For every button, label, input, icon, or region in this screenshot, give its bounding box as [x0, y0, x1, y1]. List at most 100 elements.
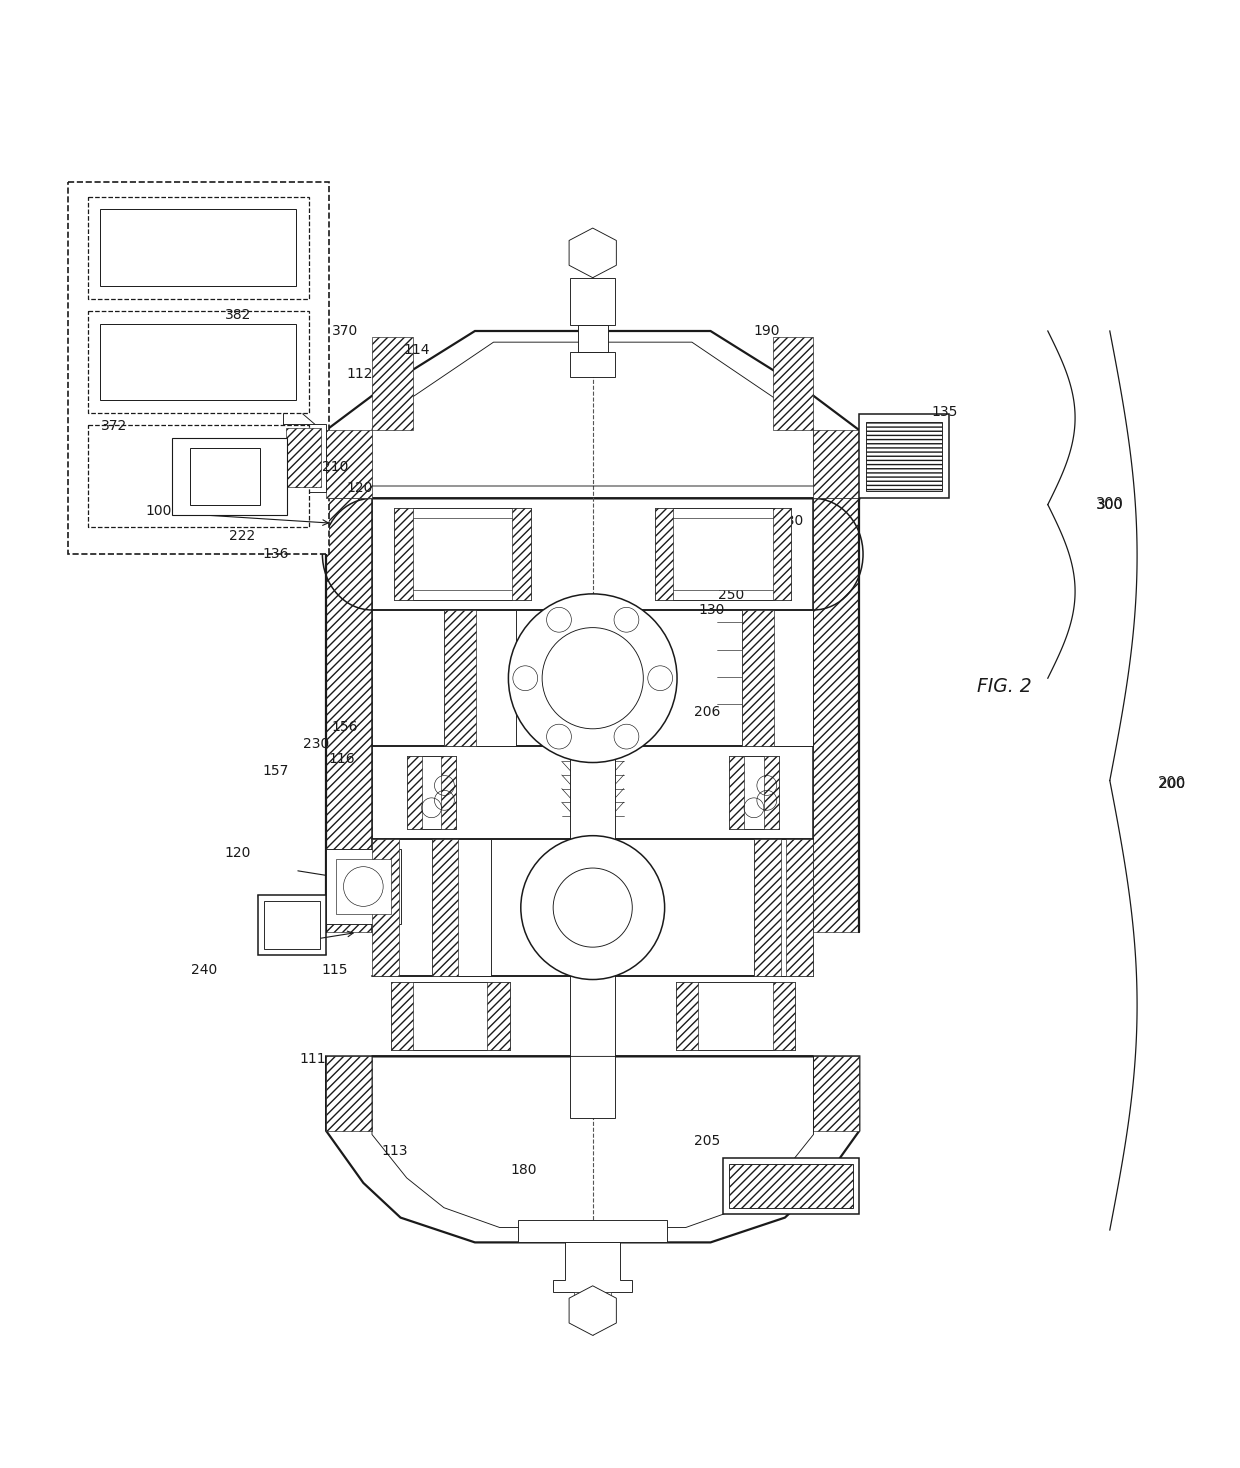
Bar — [729, 1164, 853, 1208]
Bar — [773, 508, 791, 600]
Text: 100: 100 — [145, 504, 172, 518]
Polygon shape — [553, 1242, 632, 1292]
Bar — [570, 611, 615, 1119]
Circle shape — [542, 628, 644, 728]
Text: 200: 200 — [1158, 777, 1185, 791]
Bar — [100, 323, 296, 401]
Text: 382: 382 — [224, 308, 252, 321]
Bar — [88, 426, 309, 527]
Text: 380: 380 — [182, 342, 210, 357]
Bar — [391, 982, 510, 1050]
Bar — [172, 437, 286, 514]
Text: 210: 210 — [321, 461, 348, 474]
Bar — [407, 756, 456, 829]
Text: 115: 115 — [321, 963, 348, 976]
Text: 112: 112 — [346, 367, 373, 382]
Text: 205: 205 — [693, 1133, 720, 1148]
Text: 114: 114 — [403, 342, 430, 357]
Text: 374: 374 — [294, 477, 321, 490]
Text: 305: 305 — [740, 573, 768, 586]
Bar — [283, 424, 326, 492]
Bar — [68, 182, 329, 555]
Bar — [264, 901, 320, 948]
Text: 372: 372 — [100, 420, 128, 433]
Text: 250: 250 — [718, 589, 745, 602]
Polygon shape — [569, 228, 616, 277]
Bar — [813, 430, 859, 499]
Bar — [441, 756, 456, 829]
Text: 157: 157 — [262, 765, 289, 778]
Bar — [258, 895, 326, 954]
Bar — [391, 982, 413, 1050]
Bar — [286, 427, 321, 487]
Text: 120: 120 — [346, 482, 373, 496]
Bar — [859, 414, 949, 499]
Text: 113: 113 — [381, 1144, 408, 1158]
Bar — [754, 840, 781, 976]
Circle shape — [508, 595, 677, 762]
Text: 190: 190 — [753, 324, 780, 338]
Bar — [444, 611, 516, 746]
Bar — [326, 499, 372, 932]
Bar — [866, 421, 942, 490]
Bar — [570, 352, 615, 377]
Bar — [813, 1057, 859, 1130]
Text: 116: 116 — [329, 752, 356, 766]
Circle shape — [513, 666, 538, 690]
Text: 222: 222 — [228, 528, 255, 543]
Bar — [754, 840, 813, 976]
Text: 200: 200 — [1158, 777, 1185, 791]
Bar — [518, 1220, 667, 1242]
Circle shape — [553, 868, 632, 947]
Polygon shape — [569, 1286, 616, 1336]
Text: 135: 135 — [931, 405, 959, 418]
Polygon shape — [326, 330, 859, 499]
Bar — [487, 982, 510, 1050]
Bar — [764, 756, 779, 829]
Bar — [512, 508, 531, 600]
Bar — [407, 756, 422, 829]
Text: 180: 180 — [510, 1164, 537, 1177]
Bar — [432, 840, 459, 976]
Circle shape — [647, 666, 672, 690]
Bar — [786, 840, 813, 976]
Text: 300: 300 — [1096, 498, 1123, 512]
Text: FIG. 2: FIG. 2 — [977, 677, 1032, 696]
Bar — [432, 840, 491, 976]
Bar — [773, 338, 813, 430]
Text: 120: 120 — [224, 846, 252, 860]
Bar — [655, 508, 791, 600]
Bar — [326, 1057, 372, 1130]
Bar — [326, 430, 372, 499]
Text: 230: 230 — [303, 737, 330, 752]
Bar — [574, 1292, 611, 1311]
Bar — [570, 277, 615, 324]
Bar — [190, 448, 260, 505]
Text: 240: 240 — [191, 963, 218, 976]
Circle shape — [547, 724, 572, 749]
Bar — [723, 1158, 859, 1214]
Bar — [372, 338, 413, 430]
Bar — [88, 197, 309, 299]
Text: 136: 136 — [262, 548, 289, 561]
Bar — [372, 840, 399, 976]
Bar — [729, 756, 744, 829]
Bar — [336, 859, 391, 913]
Bar — [444, 611, 476, 746]
Text: 111: 111 — [299, 1053, 326, 1066]
Text: 95: 95 — [577, 291, 594, 304]
Circle shape — [547, 608, 572, 633]
Bar — [578, 324, 608, 352]
Text: 156: 156 — [331, 719, 358, 734]
Text: 110: 110 — [262, 495, 289, 509]
Text: 206: 206 — [693, 705, 720, 719]
Circle shape — [614, 724, 639, 749]
Bar — [742, 611, 813, 746]
Text: 376: 376 — [143, 380, 170, 393]
Bar — [676, 982, 698, 1050]
Bar — [394, 508, 531, 600]
Circle shape — [614, 608, 639, 633]
Bar — [410, 518, 515, 590]
Bar — [655, 508, 673, 600]
Text: 330: 330 — [777, 514, 805, 527]
